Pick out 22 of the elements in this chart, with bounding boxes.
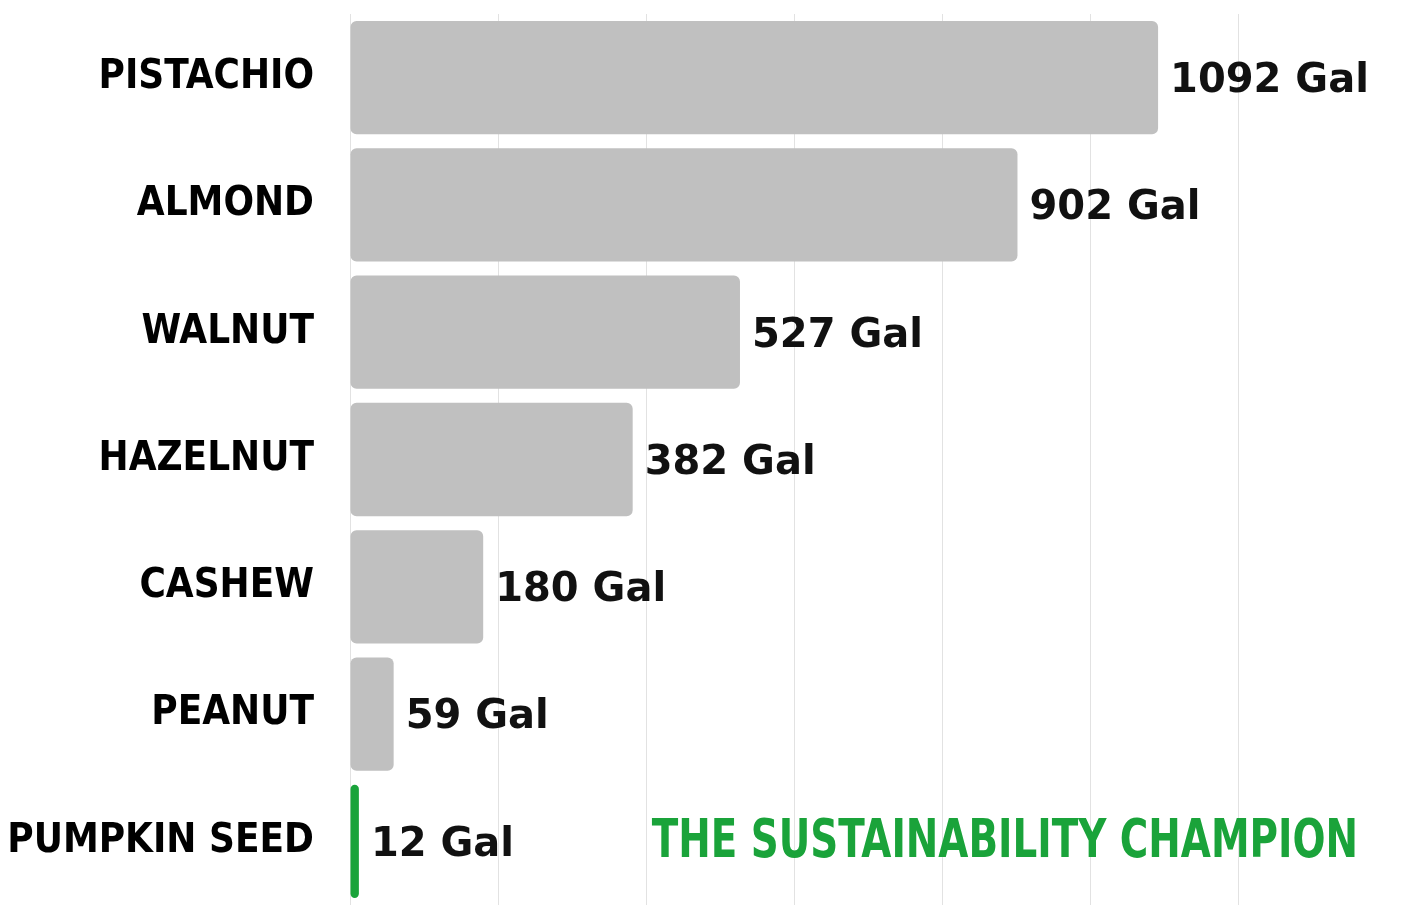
y-tick-label: WALNUT bbox=[141, 305, 315, 352]
bar bbox=[350, 21, 1159, 135]
data-label: 180 Gal bbox=[495, 564, 667, 611]
bar bbox=[350, 784, 359, 898]
data-label: 902 Gal bbox=[1029, 182, 1201, 229]
y-tick-label: PISTACHIO bbox=[98, 51, 314, 98]
y-tick-label: PUMPKIN SEED bbox=[7, 814, 314, 861]
annotation: THE SUSTAINABILITY CHAMPION bbox=[651, 807, 1358, 871]
y-tick-label: PEANUT bbox=[151, 687, 315, 734]
data-label: 59 Gal bbox=[405, 691, 549, 738]
y-tick-label: HAZELNUT bbox=[98, 432, 315, 479]
data-label: 12 Gal bbox=[370, 818, 515, 865]
bar bbox=[350, 402, 633, 517]
y-tick-label: CASHEW bbox=[139, 560, 314, 607]
data-label: 382 Gal bbox=[644, 436, 816, 483]
y-tick-label: ALMOND bbox=[136, 178, 314, 225]
data-label: 527 Gal bbox=[751, 309, 923, 356]
bar bbox=[350, 530, 484, 644]
bar bbox=[350, 275, 740, 389]
bar bbox=[350, 148, 1018, 262]
bar bbox=[350, 657, 394, 771]
data-label: 1092 Gal bbox=[1170, 55, 1369, 102]
